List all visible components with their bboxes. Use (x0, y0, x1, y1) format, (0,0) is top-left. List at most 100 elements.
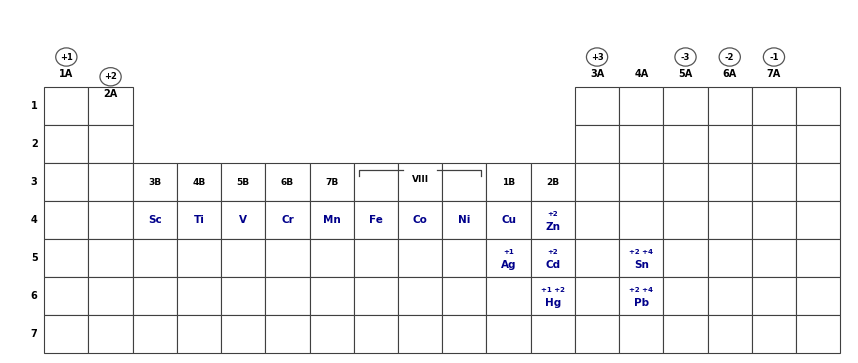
Bar (45, 315, 88, 354)
Bar (575, 201, 619, 240)
Bar (177, 163, 221, 201)
Bar (265, 201, 310, 240)
Bar (708, 240, 752, 277)
Bar (88, 277, 133, 315)
Bar (45, 163, 88, 201)
Text: 2A: 2A (104, 89, 118, 99)
Bar (442, 277, 486, 315)
Bar (353, 163, 398, 201)
Text: 1: 1 (31, 101, 38, 111)
Text: 2: 2 (31, 139, 38, 150)
Text: Cr: Cr (281, 216, 293, 225)
Bar (752, 126, 796, 163)
Bar (486, 277, 531, 315)
Text: VIII: VIII (412, 175, 429, 184)
Bar (575, 240, 619, 277)
Bar (310, 315, 353, 354)
Text: Ag: Ag (501, 260, 517, 270)
Bar (752, 277, 796, 315)
Text: +2: +2 (104, 72, 117, 81)
Bar (796, 126, 840, 163)
Bar (353, 201, 398, 240)
Bar (88, 126, 133, 163)
Bar (619, 277, 663, 315)
Bar (310, 277, 353, 315)
Bar (619, 163, 663, 201)
Bar (575, 126, 619, 163)
Bar (796, 201, 840, 240)
Text: 1B: 1B (502, 178, 515, 187)
Text: 3: 3 (31, 178, 38, 187)
Bar (398, 201, 442, 240)
Text: -3: -3 (681, 53, 690, 61)
Text: Mn: Mn (323, 216, 341, 225)
Bar (796, 315, 840, 354)
Text: 6A: 6A (722, 69, 737, 79)
Bar (619, 240, 663, 277)
Bar (752, 240, 796, 277)
Text: Co: Co (413, 216, 427, 225)
Text: Sc: Sc (148, 216, 161, 225)
Text: 4B: 4B (192, 178, 206, 187)
Bar (133, 277, 177, 315)
Bar (752, 201, 796, 240)
Bar (88, 240, 133, 277)
Text: 5A: 5A (679, 69, 692, 79)
Bar (663, 201, 708, 240)
Bar (265, 315, 310, 354)
Bar (531, 163, 575, 201)
Bar (663, 277, 708, 315)
Bar (575, 163, 619, 201)
Text: +1 +2: +1 +2 (541, 287, 565, 293)
Bar (708, 126, 752, 163)
Bar (398, 163, 442, 201)
Bar (398, 277, 442, 315)
Text: 3A: 3A (590, 69, 604, 79)
Bar (708, 87, 752, 126)
Bar (353, 240, 398, 277)
Text: Cu: Cu (501, 216, 517, 225)
Text: 7B: 7B (325, 178, 338, 187)
Text: +2 +4: +2 +4 (629, 249, 653, 256)
Text: 2B: 2B (547, 178, 559, 187)
Bar (398, 240, 442, 277)
Bar (265, 240, 310, 277)
Bar (486, 240, 531, 277)
Text: -1: -1 (770, 53, 779, 61)
Bar (353, 277, 398, 315)
Text: 6B: 6B (281, 178, 294, 187)
Text: V: V (239, 216, 247, 225)
Bar (442, 163, 486, 201)
Bar (486, 201, 531, 240)
Bar (531, 315, 575, 354)
Bar (708, 163, 752, 201)
Bar (45, 201, 88, 240)
Bar (796, 87, 840, 126)
Bar (265, 163, 310, 201)
Text: Fe: Fe (369, 216, 383, 225)
Bar (796, 240, 840, 277)
Bar (619, 126, 663, 163)
Text: 4A: 4A (634, 69, 649, 79)
Bar (265, 277, 310, 315)
Text: 6: 6 (31, 291, 38, 302)
Bar (575, 277, 619, 315)
Bar (221, 163, 265, 201)
Text: 7: 7 (31, 330, 38, 339)
Bar (310, 240, 353, 277)
Bar (708, 277, 752, 315)
Bar (752, 163, 796, 201)
Bar (575, 315, 619, 354)
Bar (398, 315, 442, 354)
Bar (796, 277, 840, 315)
Bar (177, 240, 221, 277)
Bar (88, 315, 133, 354)
Text: Ni: Ni (458, 216, 470, 225)
Bar (531, 201, 575, 240)
Bar (221, 201, 265, 240)
Bar (708, 201, 752, 240)
Bar (708, 315, 752, 354)
Bar (221, 315, 265, 354)
Text: +2: +2 (547, 249, 559, 256)
Bar (88, 87, 133, 126)
